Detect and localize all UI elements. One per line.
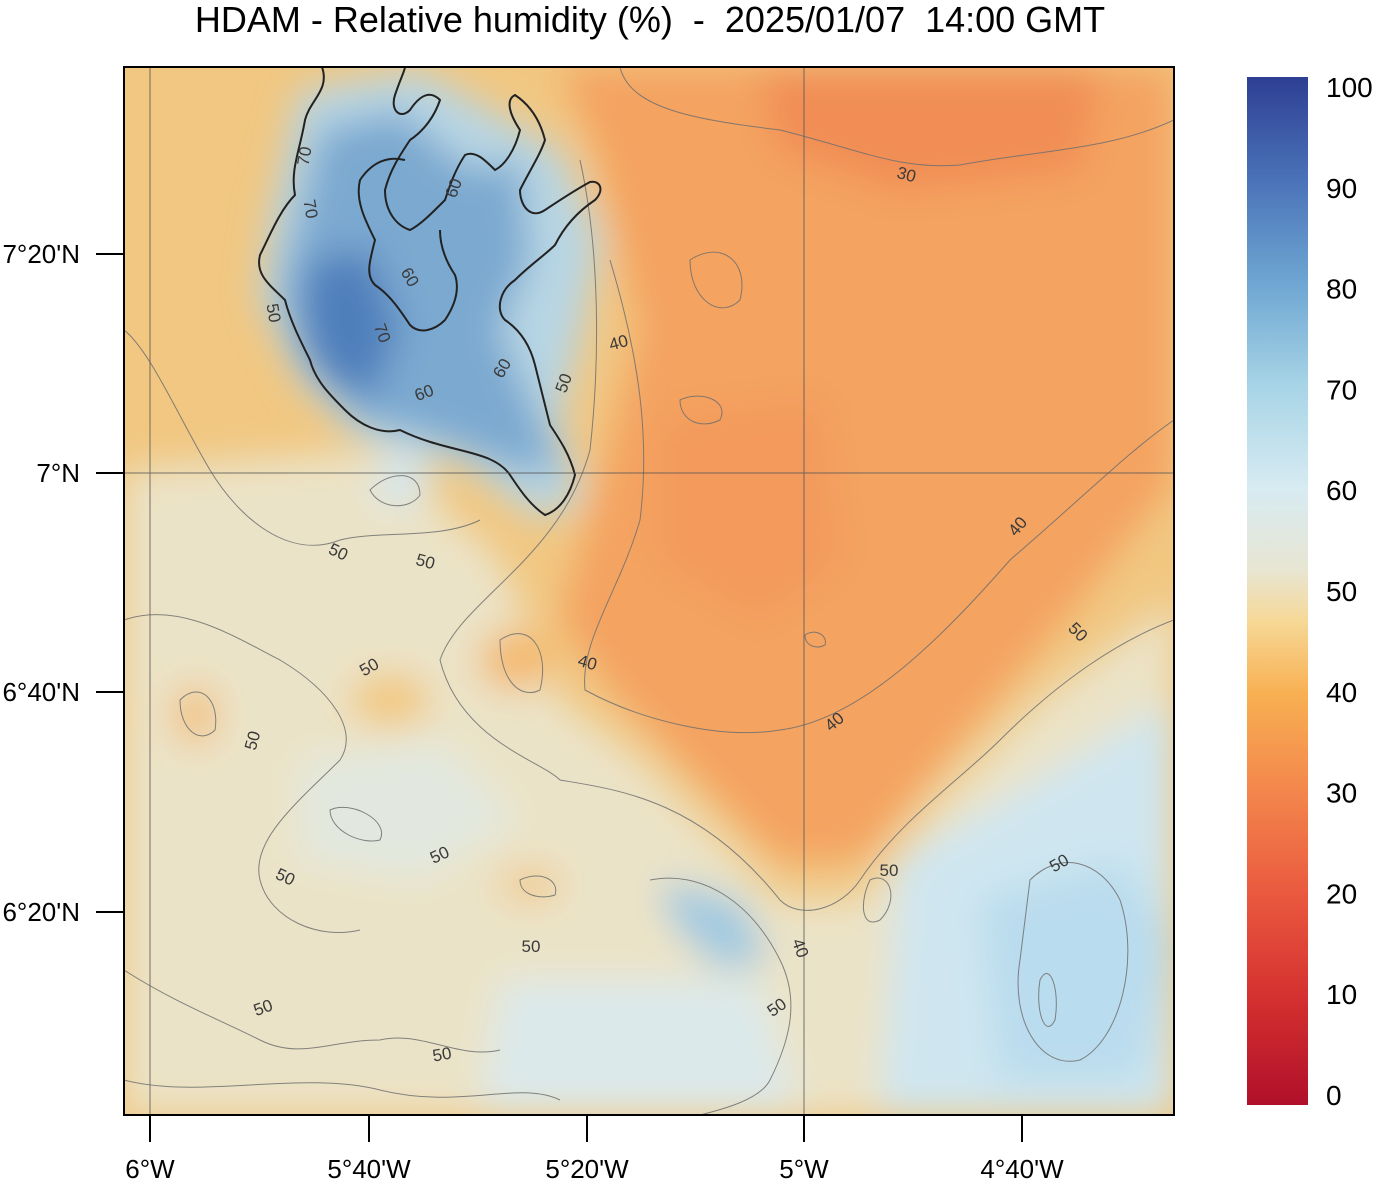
colorbar-tick-label: 10 — [1326, 979, 1357, 1010]
x-tick-label: 5°40'W — [327, 1154, 411, 1181]
contour-label: 50 — [431, 1044, 453, 1066]
contour-label: 50 — [522, 937, 541, 956]
y-tick-label: 6°40'N — [2, 677, 80, 707]
x-tick-label: 5°20'W — [545, 1154, 629, 1181]
colorbar-tick-label: 40 — [1326, 677, 1357, 708]
contour-label: 40 — [576, 651, 599, 674]
contour-label: 50 — [414, 550, 437, 573]
longitude-axis: 6°W 5°40'W 5°20'W 5°W 4°40'W — [125, 1115, 1064, 1181]
graticule — [124, 67, 1174, 1115]
y-tick-label: 7°20'N — [2, 239, 80, 269]
contour-label: 50 — [241, 729, 264, 752]
colorbar-ticks: 0 10 20 30 40 50 60 70 80 90 100 — [1326, 72, 1373, 1111]
contour-label: 70 — [299, 198, 321, 220]
contour-label: 30 — [895, 163, 918, 186]
y-tick-label: 7°N — [36, 458, 80, 488]
x-tick-label: 5°W — [779, 1154, 829, 1181]
colorbar-tick-label: 50 — [1326, 576, 1357, 607]
x-tick-label: 6°W — [125, 1154, 175, 1181]
contour-label: 50 — [262, 302, 284, 324]
contour-label: 70 — [294, 145, 316, 167]
colorbar-tick-label: 30 — [1326, 778, 1357, 809]
colorbar-tick-label: 70 — [1326, 374, 1357, 405]
humidity-field — [124, 67, 1174, 1115]
map-frame — [123, 66, 1175, 1116]
contour-label: 40 — [607, 331, 630, 354]
y-tick-label: 6°20'N — [2, 897, 80, 927]
colorbar-tick-label: 0 — [1326, 1080, 1342, 1111]
colorbar-tick-label: 90 — [1326, 173, 1357, 204]
latitude-axis: 7°20'N 7°N 6°40'N 6°20'N — [2, 239, 124, 927]
x-tick-label: 4°40'W — [980, 1154, 1064, 1181]
contour-label: 50 — [880, 861, 899, 880]
colorbar — [1247, 77, 1308, 1105]
colorbar-tick-label: 60 — [1326, 475, 1357, 506]
colorbar-tick-label: 80 — [1326, 274, 1357, 305]
colorbar-tick-label: 20 — [1326, 878, 1357, 909]
colorbar-tick-label: 100 — [1326, 72, 1373, 103]
map-title: HDAM - Relative humidity (%) - 2025/01/0… — [194, 0, 1106, 40]
